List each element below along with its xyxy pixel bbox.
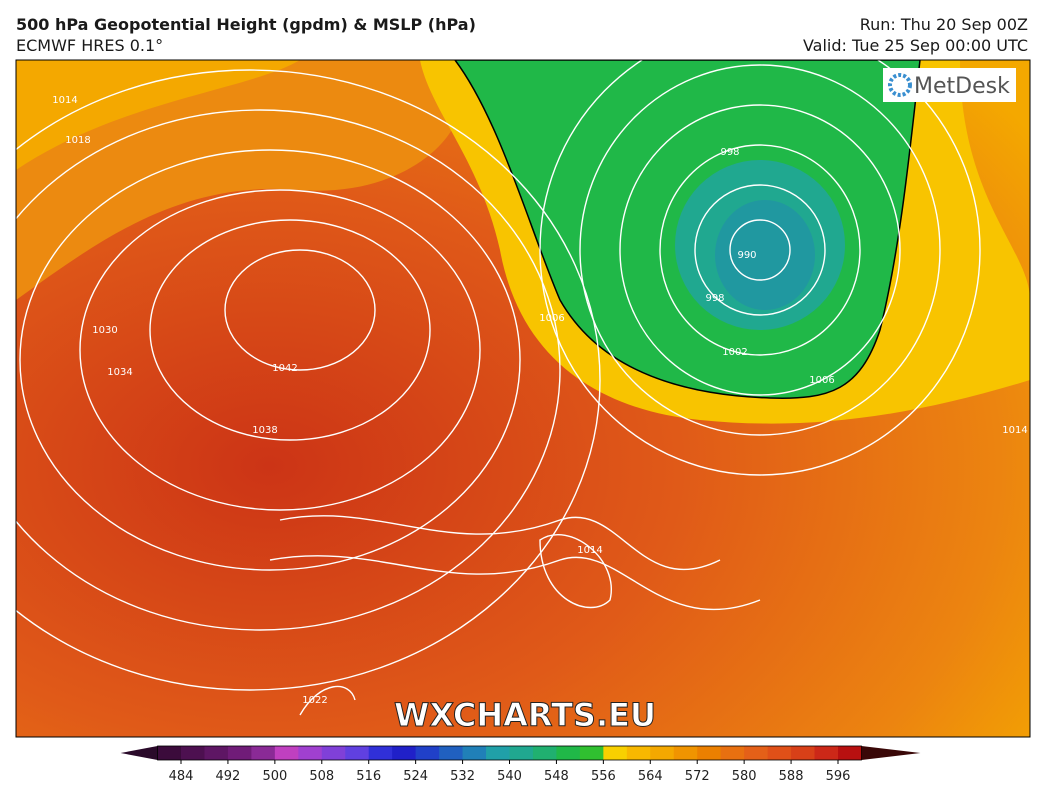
watermark: WXCHARTS.EU — [394, 696, 656, 734]
contour-labels: 1014 1018 1030 1034 1042 1038 998 990 99… — [52, 95, 1027, 706]
colorbar-segment — [697, 746, 722, 760]
colorbar-segment — [392, 746, 417, 760]
colorbar-tick-label: 516 — [356, 769, 381, 784]
contour-label: 1014 — [52, 95, 77, 106]
colorbar-segment — [579, 746, 604, 760]
colorbar-tick-label: 484 — [169, 769, 194, 784]
colorbar-tick-label: 572 — [685, 769, 710, 784]
colorbar-segment — [368, 746, 393, 760]
colorbar-segment — [157, 746, 182, 760]
colorbar-tick-label: 532 — [450, 769, 475, 784]
colorbar-segment — [673, 746, 698, 760]
colorbar-over — [861, 746, 921, 760]
contour-label: 1038 — [252, 425, 277, 436]
contour-label: 1030 — [92, 325, 117, 336]
contour-label: 1006 — [809, 375, 834, 386]
logo-box — [883, 68, 1016, 102]
contour-label: 1042 — [272, 363, 297, 374]
colorbar-segment — [181, 746, 205, 760]
model: ECMWF HRES 0.1° — [16, 36, 163, 55]
colorbar-tick-label: 508 — [309, 769, 334, 784]
height-field — [16, 60, 462, 300]
colorbar-segment — [439, 746, 464, 760]
colorbar-segment — [321, 746, 346, 760]
contour-label: 1022 — [302, 695, 327, 706]
colorbar-segment — [227, 746, 252, 760]
run-time: Run: Thu 20 Sep 00Z — [860, 15, 1028, 34]
colorbar-tick-label: 556 — [591, 769, 616, 784]
colorbar-under — [120, 746, 158, 760]
height-field — [16, 60, 300, 170]
contour-label: 1034 — [107, 367, 132, 378]
logo-icon — [888, 73, 912, 97]
title: 500 hPa Geopotential Height (gpdm) & MSL… — [16, 15, 476, 34]
colorbar-tick-label: 500 — [262, 769, 287, 784]
colorbar-segment — [486, 746, 510, 760]
colorbar-segment — [791, 746, 816, 760]
colorbar-segment — [744, 746, 769, 760]
colorbar-tick-label: 540 — [497, 769, 522, 784]
colorbar-tick-label: 596 — [826, 769, 851, 784]
colorbar-segment — [462, 746, 487, 760]
colorbar-segment — [298, 746, 323, 760]
colorbar-segment — [626, 746, 651, 760]
colorbar-segment — [509, 746, 534, 760]
colorbar-segment — [532, 746, 557, 760]
colorbar-tick-label: 564 — [638, 769, 663, 784]
colorbar-segment — [415, 746, 440, 760]
isobars — [16, 60, 981, 716]
valid-time: Valid: Tue 25 Sep 00:00 UTC — [803, 36, 1028, 55]
colorbar-segment — [204, 746, 229, 760]
colorbar-segment — [838, 746, 862, 760]
colorbar-segment — [556, 746, 581, 760]
colorbar-segment — [603, 746, 628, 760]
contour-label: 1014 — [1002, 425, 1027, 436]
logo: MetDesk — [914, 74, 1010, 99]
colorbar-segment — [767, 746, 792, 760]
colorbar-tick-label: 548 — [544, 769, 569, 784]
colorbar-segment — [814, 746, 839, 760]
colorbar-segment — [274, 746, 299, 760]
contour-label: 1006 — [539, 313, 564, 324]
colorbar-tick-label: 588 — [779, 769, 804, 784]
colorbar-segment — [650, 746, 675, 760]
contour-label: 990 — [737, 250, 756, 261]
map-frame — [15, 59, 1031, 738]
contour-label: 1002 — [722, 347, 747, 358]
contour-label: 1018 — [65, 135, 90, 146]
colorbar-tick-label: 492 — [216, 769, 241, 784]
colorbar-segment — [720, 746, 745, 760]
colorbar-segment — [345, 746, 370, 760]
contour-label: 1014 — [577, 545, 602, 556]
map: 1014 1018 1030 1034 1042 1038 998 990 99… — [16, 60, 1030, 737]
colorbar-tick-label: 524 — [403, 769, 428, 784]
colorbar: 484 492 500 508 516 524 532 540 548 556 564 572 580 5… — [120, 745, 921, 784]
colorbar-segment — [251, 746, 276, 760]
contour-label: 998 — [720, 147, 739, 158]
colorbar-tick-label: 580 — [732, 769, 757, 784]
contour-label: 998 — [705, 293, 724, 304]
